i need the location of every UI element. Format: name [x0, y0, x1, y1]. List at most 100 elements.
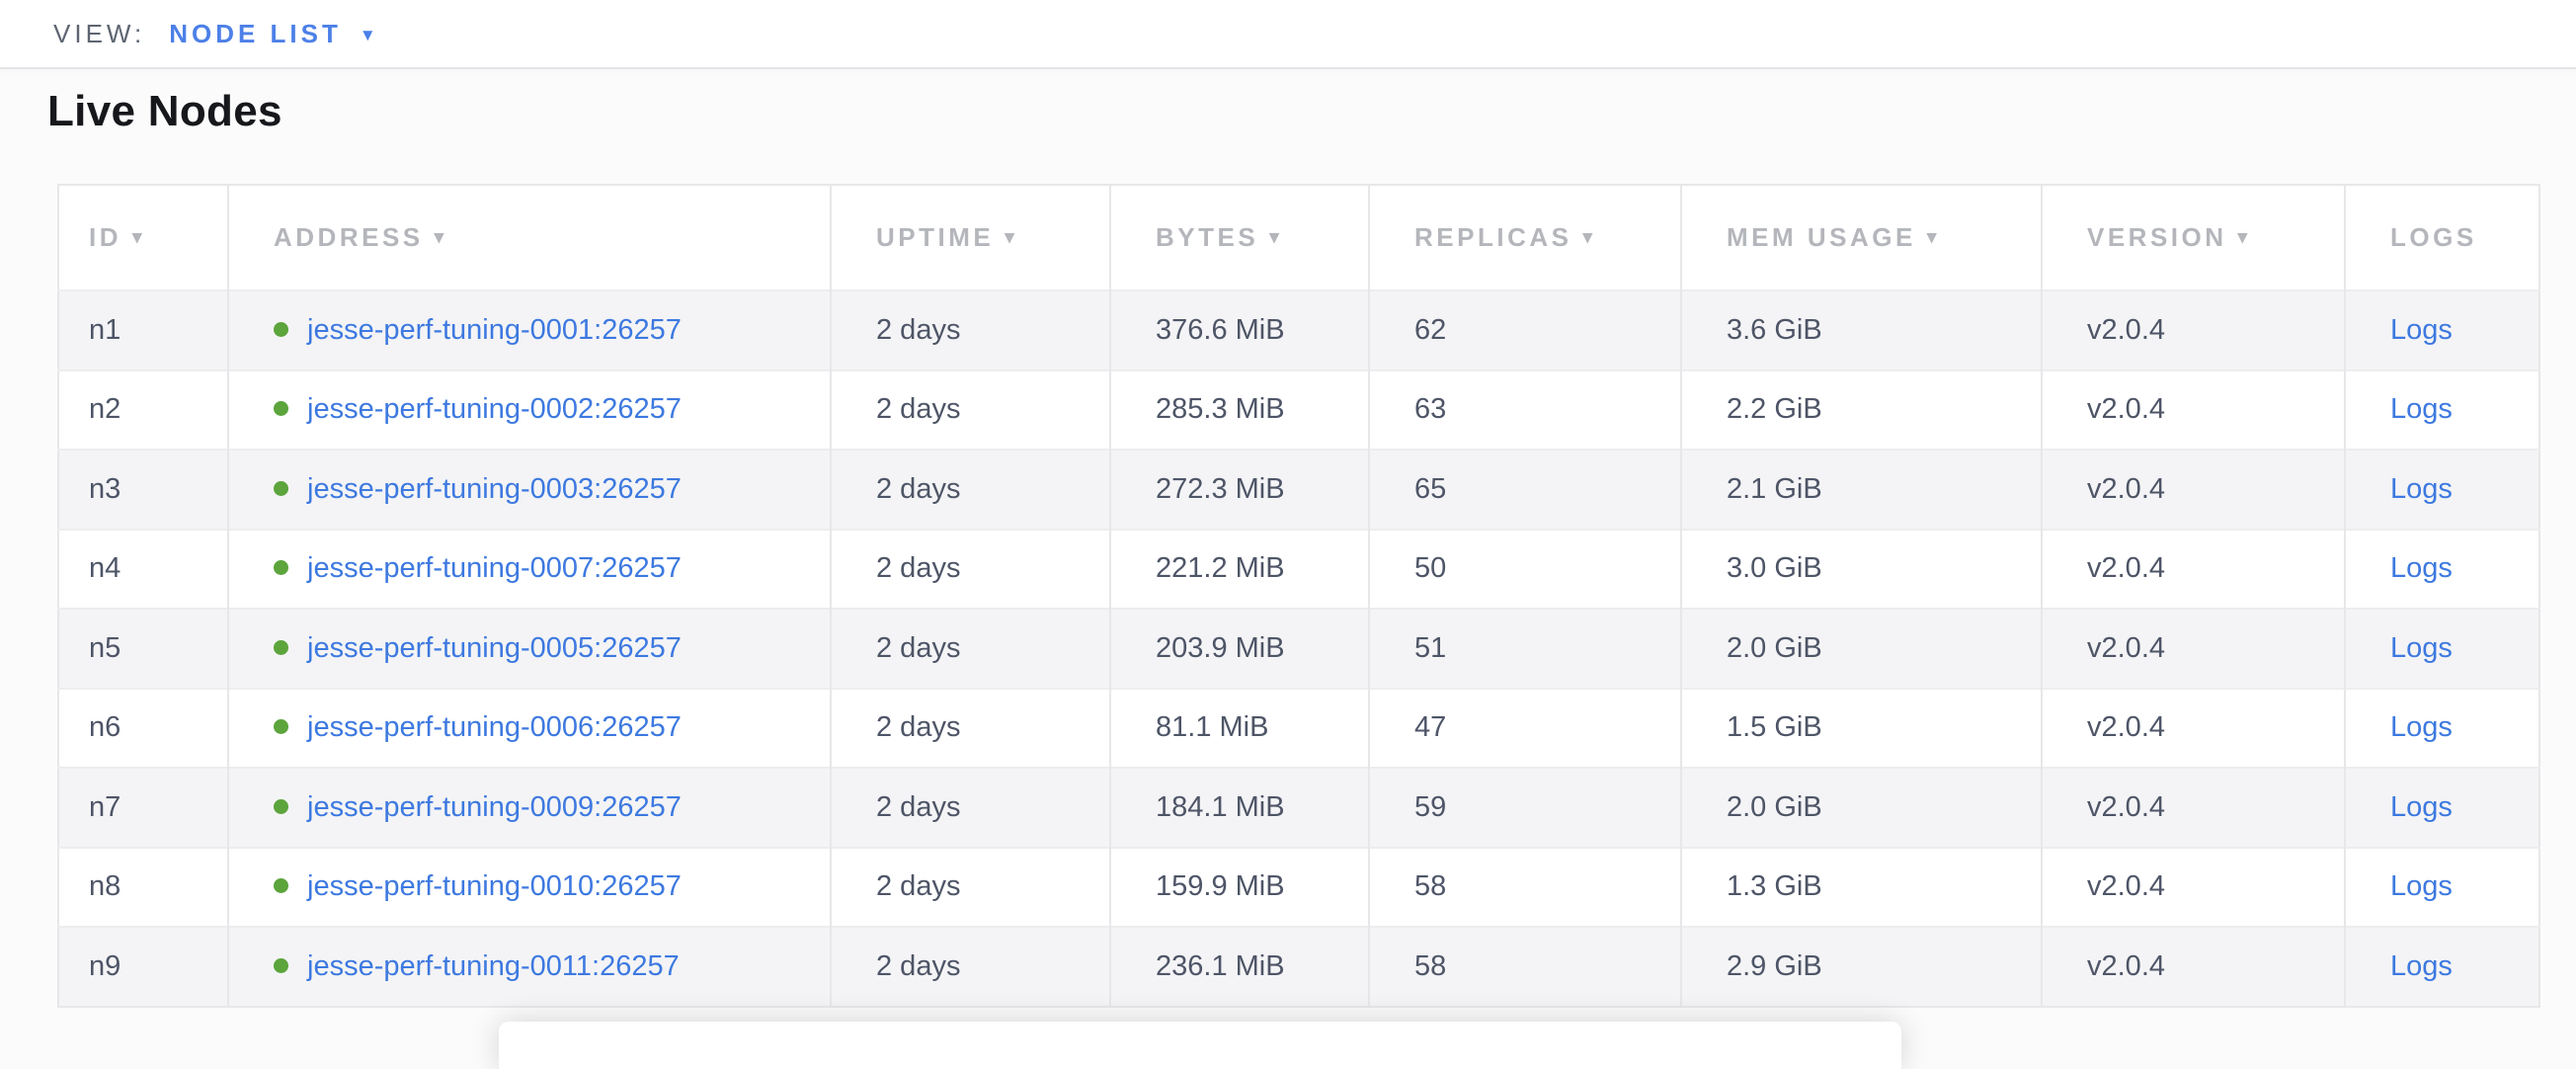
- node-logs-link[interactable]: Logs: [2390, 472, 2453, 505]
- column-header-label: LOGS: [2390, 222, 2477, 252]
- column-header-mem-usage[interactable]: MEM USAGE ▾: [1681, 185, 2043, 290]
- node-bytes: 236.1 MiB: [1156, 949, 1285, 982]
- cell-mem-usage: 3.6 GiB: [1681, 289, 2043, 370]
- live-status-dot-icon: [274, 957, 288, 973]
- node-address-link[interactable]: jesse-perf-tuning-0006:26257: [307, 711, 682, 744]
- node-replicas: 51: [1414, 631, 1447, 664]
- node-version: v2.0.4: [2087, 711, 2165, 744]
- cell-mem-usage: 2.9 GiB: [1681, 926, 2043, 1007]
- live-status-dot-icon: [274, 878, 288, 894]
- node-replicas: 47: [1414, 711, 1447, 744]
- cell-node-id: n3: [58, 449, 229, 530]
- cell-mem-usage: 2.0 GiB: [1681, 608, 2043, 689]
- cell-node-id: n4: [58, 528, 229, 609]
- node-version: v2.0.4: [2087, 949, 2165, 982]
- node-version: v2.0.4: [2087, 790, 2165, 823]
- node-id: n5: [89, 631, 121, 664]
- node-address-link[interactable]: jesse-perf-tuning-0005:26257: [307, 631, 682, 664]
- column-header-logs: LOGS: [2345, 185, 2539, 290]
- node-address-link[interactable]: jesse-perf-tuning-0003:26257: [307, 472, 682, 505]
- cell-version: v2.0.4: [2042, 687, 2346, 768]
- cell-mem-usage: 1.3 GiB: [1681, 846, 2043, 927]
- cell-replicas: 65: [1369, 449, 1682, 530]
- cell-logs: Logs: [2345, 926, 2539, 1007]
- cell-node-id: n7: [58, 767, 229, 848]
- table-row: n6 jesse-perf-tuning-0006:26257 2 days 8…: [58, 687, 2539, 768]
- table-body: n1 jesse-perf-tuning-0001:26257 2 days 3…: [58, 289, 2539, 1007]
- sort-arrow-icon: ▾: [1005, 227, 1018, 248]
- table-row: n5 jesse-perf-tuning-0005:26257 2 days 2…: [58, 608, 2539, 689]
- cell-address: jesse-perf-tuning-0011:26257: [228, 926, 832, 1007]
- cell-address: jesse-perf-tuning-0009:26257: [228, 767, 832, 848]
- cell-bytes: 285.3 MiB: [1110, 369, 1370, 450]
- node-address-link[interactable]: jesse-perf-tuning-0010:26257: [307, 870, 682, 903]
- sort-arrow-icon: ▾: [2237, 227, 2251, 248]
- node-logs-link[interactable]: Logs: [2390, 711, 2453, 744]
- cell-uptime: 2 days: [831, 608, 1111, 689]
- cell-mem-usage: 2.0 GiB: [1681, 767, 2043, 848]
- view-label: VIEW:: [53, 18, 146, 48]
- node-logs-link[interactable]: Logs: [2390, 790, 2453, 823]
- cell-address: jesse-perf-tuning-0002:26257: [228, 369, 832, 450]
- cell-mem-usage: 1.5 GiB: [1681, 687, 2043, 768]
- node-address-link[interactable]: jesse-perf-tuning-0011:26257: [307, 949, 680, 982]
- column-header-version[interactable]: VERSION ▾: [2042, 185, 2346, 290]
- cell-bytes: 221.2 MiB: [1110, 528, 1370, 609]
- node-address-link[interactable]: jesse-perf-tuning-0001:26257: [307, 313, 682, 346]
- cell-mem-usage: 2.2 GiB: [1681, 369, 2043, 450]
- cell-logs: Logs: [2345, 608, 2539, 689]
- table-row: n3 jesse-perf-tuning-0003:26257 2 days 2…: [58, 449, 2539, 530]
- column-header-label: UPTIME: [876, 222, 995, 252]
- node-mem-usage: 1.5 GiB: [1727, 711, 1822, 744]
- table-row: n1 jesse-perf-tuning-0001:26257 2 days 3…: [58, 289, 2539, 370]
- cell-uptime: 2 days: [831, 528, 1111, 609]
- column-header-id[interactable]: ID ▾: [58, 185, 229, 290]
- node-logs-link[interactable]: Logs: [2390, 949, 2453, 982]
- node-replicas: 65: [1414, 472, 1447, 505]
- node-logs-link[interactable]: Logs: [2390, 870, 2453, 903]
- node-bytes: 221.2 MiB: [1156, 552, 1285, 585]
- node-address-link[interactable]: jesse-perf-tuning-0002:26257: [307, 393, 682, 426]
- column-header-label: MEM USAGE: [1727, 222, 1916, 252]
- column-header-uptime[interactable]: UPTIME ▾: [831, 185, 1111, 290]
- node-id: n1: [89, 313, 121, 346]
- node-logs-link[interactable]: Logs: [2390, 631, 2453, 664]
- cell-bytes: 236.1 MiB: [1110, 926, 1370, 1007]
- cell-replicas: 58: [1369, 926, 1682, 1007]
- node-logs-link[interactable]: Logs: [2390, 313, 2453, 346]
- node-version: v2.0.4: [2087, 631, 2165, 664]
- column-header-label: BYTES: [1156, 222, 1259, 252]
- column-header-replicas[interactable]: REPLICAS ▾: [1369, 185, 1682, 290]
- cell-bytes: 376.6 MiB: [1110, 289, 1370, 370]
- node-version: v2.0.4: [2087, 870, 2165, 903]
- cell-uptime: 2 days: [831, 926, 1111, 1007]
- sort-arrow-icon: ▾: [132, 227, 146, 248]
- node-mem-usage: 2.2 GiB: [1727, 393, 1822, 426]
- node-uptime: 2 days: [876, 949, 961, 982]
- node-address-link[interactable]: jesse-perf-tuning-0007:26257: [307, 552, 682, 585]
- cell-bytes: 203.9 MiB: [1110, 608, 1370, 689]
- column-header-address[interactable]: ADDRESS ▾: [228, 185, 832, 290]
- node-address-link[interactable]: jesse-perf-tuning-0009:26257: [307, 790, 682, 823]
- view-dropdown-value[interactable]: NODE LIST: [169, 18, 342, 48]
- cell-mem-usage: 3.0 GiB: [1681, 528, 2043, 609]
- cell-address: jesse-perf-tuning-0006:26257: [228, 687, 832, 768]
- view-dropdown[interactable]: NODE LIST ▼: [169, 19, 376, 49]
- node-replicas: 62: [1414, 313, 1447, 346]
- node-uptime: 2 days: [876, 313, 961, 346]
- node-id: n3: [89, 472, 121, 505]
- node-replicas: 63: [1414, 393, 1447, 426]
- node-uptime: 2 days: [876, 393, 961, 426]
- node-mem-usage: 2.0 GiB: [1727, 631, 1822, 664]
- node-logs-link[interactable]: Logs: [2390, 552, 2453, 585]
- node-uptime: 2 days: [876, 552, 961, 585]
- cell-node-id: n9: [58, 926, 229, 1007]
- column-header-label: ID: [89, 222, 121, 252]
- column-header-bytes[interactable]: BYTES ▾: [1110, 185, 1370, 290]
- cell-uptime: 2 days: [831, 767, 1111, 848]
- node-logs-link[interactable]: Logs: [2390, 393, 2453, 426]
- table-row: n4 jesse-perf-tuning-0007:26257 2 days 2…: [58, 528, 2539, 609]
- node-id: n4: [89, 552, 121, 585]
- sort-arrow-icon: ▾: [1269, 227, 1283, 248]
- cell-address: jesse-perf-tuning-0003:26257: [228, 449, 832, 530]
